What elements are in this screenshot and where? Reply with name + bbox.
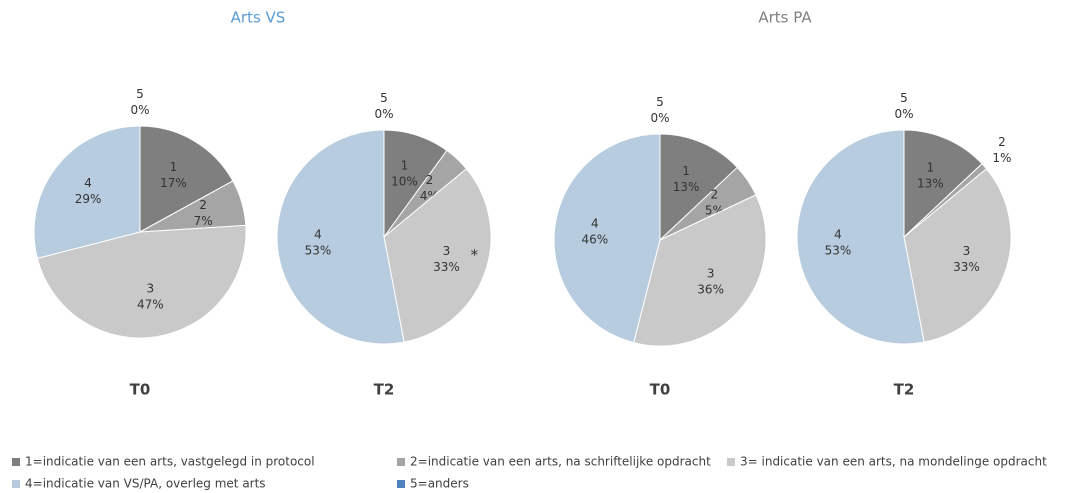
slice-category: 3 <box>443 244 451 258</box>
slice-label: 33% <box>433 260 460 274</box>
slice-category: 4 <box>84 176 92 190</box>
legend-label: 1=indicatie van een arts, vastgelegd in … <box>25 455 315 469</box>
legend-label: 5=anders <box>410 477 469 491</box>
pie-slice <box>383 168 492 343</box>
slice-category: 2 <box>199 198 207 212</box>
annotation: * <box>471 246 479 264</box>
pie-slice <box>633 194 767 347</box>
slice-label: 0% <box>130 103 149 117</box>
pie-slice <box>796 129 925 345</box>
slice-category: 4 <box>314 228 322 242</box>
pie-slice <box>139 125 234 233</box>
slice-label: 13% <box>673 180 700 194</box>
slice-label: 53% <box>305 244 332 258</box>
slice-label: 1% <box>992 151 1011 165</box>
slice-category: 5 <box>900 91 908 105</box>
slice-category: 3 <box>963 244 971 258</box>
legend-label: 3= indicatie van een arts, na mondelinge… <box>740 455 1047 469</box>
pie-slice <box>36 224 247 339</box>
pie-slice <box>903 129 983 239</box>
slice-label: 10% <box>391 174 418 188</box>
slice-label: 0% <box>374 107 393 121</box>
legend-label: 4=indicatie van VS/PA, overleg met arts <box>25 477 266 491</box>
slice-label: 47% <box>137 297 164 311</box>
legend-swatch <box>397 480 405 488</box>
slice-category: 5 <box>656 95 664 109</box>
slice-category: 4 <box>591 216 599 230</box>
pie-title: T2 <box>894 381 915 399</box>
slice-label: 13% <box>917 177 944 191</box>
slice-category: 5 <box>136 87 144 101</box>
slice-label: 36% <box>697 282 724 296</box>
group-title: Arts VS <box>231 9 286 27</box>
pie-slice <box>903 168 1012 343</box>
pie-slice <box>659 133 738 242</box>
legend-swatch <box>727 458 735 466</box>
slice-category: 1 <box>682 164 690 178</box>
pie-title: T0 <box>650 381 671 399</box>
pie-slice <box>33 125 141 259</box>
slice-label: 29% <box>75 192 102 206</box>
slice-label: 7% <box>194 214 213 228</box>
slice-category: 4 <box>834 228 842 242</box>
pie-slice <box>276 129 405 345</box>
slice-category: 1 <box>401 158 409 172</box>
legend-swatch <box>397 458 405 466</box>
slice-label: 46% <box>581 232 608 246</box>
slice-category: 2 <box>711 188 719 202</box>
pie-title: T0 <box>130 381 151 399</box>
slice-label: 33% <box>953 260 980 274</box>
legend-swatch <box>12 480 20 488</box>
pie-title: T2 <box>374 381 395 399</box>
pie-slice <box>553 133 661 344</box>
slice-category: 5 <box>380 91 388 105</box>
group-title: Arts PA <box>758 9 812 27</box>
slice-category: 1 <box>170 160 178 174</box>
slice-label: 0% <box>650 111 669 125</box>
legend-swatch <box>12 458 20 466</box>
slice-category: 3 <box>146 281 154 295</box>
slice-category: 2 <box>998 135 1006 149</box>
slice-label: 0% <box>894 107 913 121</box>
slice-category: 2 <box>426 173 434 187</box>
legend-label: 2=indicatie van een arts, na schriftelij… <box>410 455 711 469</box>
slice-label: 53% <box>825 244 852 258</box>
slice-category: 1 <box>927 161 935 175</box>
slice-label: 17% <box>160 176 187 190</box>
slice-category: 3 <box>707 266 715 280</box>
